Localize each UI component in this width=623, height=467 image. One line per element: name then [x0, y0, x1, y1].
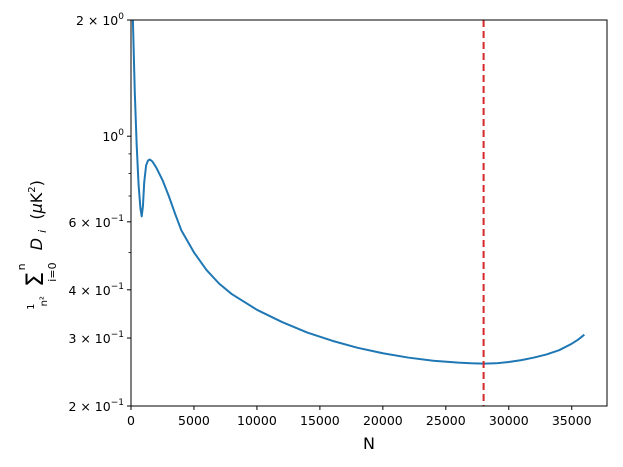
y-tick-label: 2 × 10−1 [68, 398, 124, 414]
y-tick-label: 4 × 10−1 [68, 282, 124, 298]
svg-text:1 n² Σ i=0: 1 n² Σ i=0 n D i (μK2) [10, 180, 60, 310]
x-tick-label: 20000 [363, 413, 403, 428]
y-tick-label: 6 × 10−1 [68, 214, 124, 230]
y-tick-label: 100 [102, 128, 124, 144]
y-tick-label: 3 × 10−1 [68, 330, 124, 346]
series-line-0 [131, 20, 585, 365]
y-axis: 2 × 100 100 6 × 10−1 4 × 10−1 3 × 10−1 2 × 10… [68, 12, 131, 414]
x-tick-label: 30000 [489, 413, 529, 428]
plot-frame [130, 19, 608, 407]
x-tick-label: 25000 [426, 413, 466, 428]
x-tick-label: 15000 [300, 413, 340, 428]
x-axis-label: N [363, 434, 375, 453]
x-tick-label: 10000 [237, 413, 277, 428]
y-axis-label: 1 n² Σ i=0 n D i (μK2) [10, 180, 60, 310]
x-axis: 0 5000 10000 15000 20000 25000 30000 35000 [127, 406, 592, 428]
x-tick-label: 5000 [178, 413, 210, 428]
x-tick-label: 35000 [552, 413, 592, 428]
series-layer [131, 20, 585, 365]
y-tick-label: 2 × 100 [76, 12, 124, 28]
x-tick-label: 0 [127, 413, 135, 428]
